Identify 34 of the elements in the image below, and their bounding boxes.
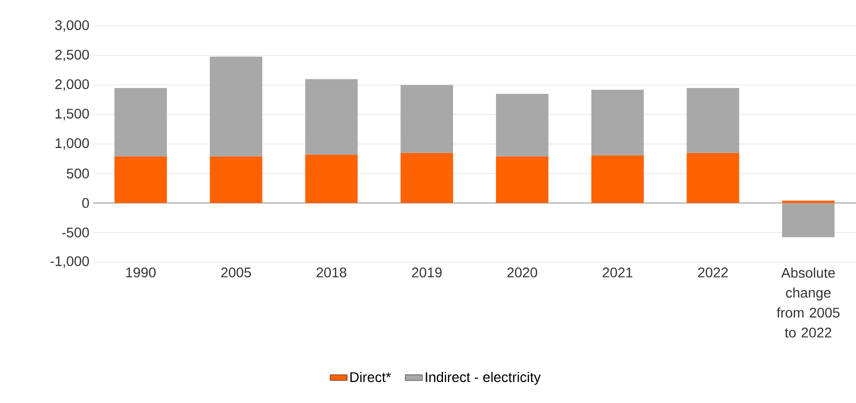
bar <box>591 90 644 156</box>
bar <box>114 156 167 203</box>
bar <box>686 88 740 153</box>
y-tick-label: 1,500 <box>56 108 89 120</box>
y-tick-label: 0 <box>82 198 89 208</box>
bar <box>400 152 454 203</box>
bar <box>305 154 358 203</box>
y-tick-label: -1,000 <box>50 256 89 268</box>
y-tick-label: 3,000 <box>55 20 89 32</box>
bar <box>114 88 167 156</box>
legend-label: Indirect - electricity <box>426 372 541 385</box>
bar <box>686 152 740 203</box>
bar <box>591 155 644 203</box>
bar <box>782 203 835 238</box>
x-tick-label: Absolute change from 2005 to 2022 <box>776 268 840 338</box>
x-tick-label: 2005 <box>221 268 251 278</box>
x-tick-label: 2018 <box>316 268 346 278</box>
x-tick-label: 1990 <box>126 268 156 278</box>
bar <box>496 94 548 156</box>
y-tick-label: 500 <box>66 168 89 178</box>
y-tick-label: 2,500 <box>55 50 89 62</box>
y-tick-label: -500 <box>62 228 89 238</box>
bar <box>400 85 454 153</box>
legend-label: Direct* <box>350 372 391 382</box>
bar <box>496 156 548 203</box>
bar <box>305 79 358 155</box>
x-tick-label: 2022 <box>698 268 728 278</box>
y-tick-label: 1,000 <box>56 138 89 150</box>
bar <box>210 56 262 156</box>
x-tick-label: 2020 <box>507 268 538 278</box>
x-tick-label: 2021 <box>602 268 632 278</box>
bar <box>210 156 262 203</box>
x-tick-label: 2019 <box>412 268 442 278</box>
y-tick-label: 2,000 <box>55 79 89 91</box>
